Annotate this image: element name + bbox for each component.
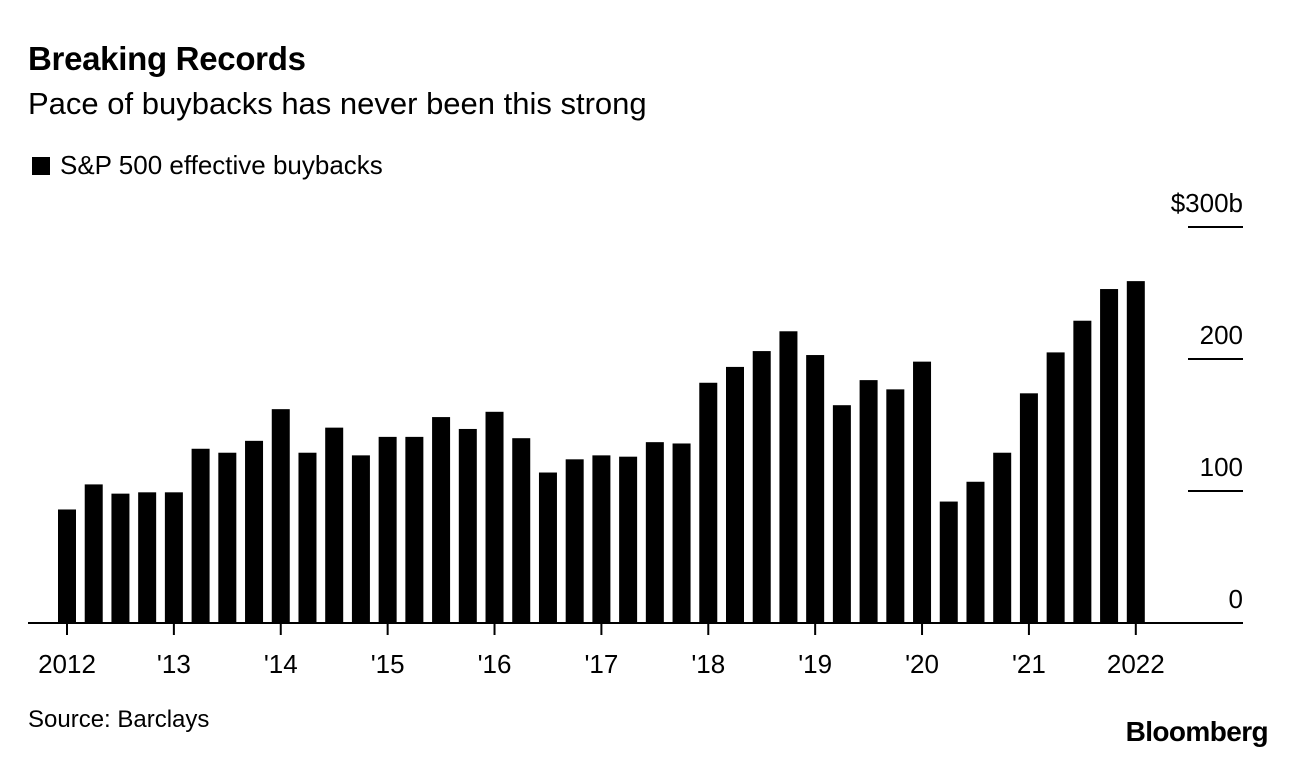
- bar: [1019, 393, 1038, 623]
- bar: [1073, 320, 1092, 623]
- bar: [913, 361, 932, 623]
- bar: [886, 389, 905, 623]
- bar: [538, 472, 557, 623]
- chart-subtitle: Pace of buybacks has never been this str…: [28, 86, 647, 121]
- source-note: Source: Barclays: [28, 706, 210, 733]
- bar: [966, 481, 985, 623]
- bar: [859, 380, 878, 623]
- bar-chart: 0 100 200 $300b 2012 '13 '14 '15 '16 '17 '18 '19 '20…: [28, 188, 1243, 679]
- bar: [458, 428, 477, 623]
- bar: [245, 440, 264, 623]
- bar: [1100, 289, 1119, 623]
- bar: [1046, 352, 1065, 623]
- bar: [512, 438, 531, 623]
- bar: [298, 452, 317, 623]
- legend-swatch: [32, 156, 50, 175]
- bar: [1126, 281, 1145, 623]
- x-tick-label: '16: [478, 649, 512, 679]
- bar: [378, 436, 397, 623]
- bar: [752, 351, 771, 623]
- x-tick-label: 2012: [38, 649, 96, 679]
- bar: [645, 442, 664, 623]
- legend: S&P 500 effective buybacks: [32, 150, 383, 181]
- bar: [432, 417, 451, 623]
- bar: [191, 448, 210, 623]
- y-tick-label: $300b: [1171, 188, 1243, 218]
- bar: [779, 331, 798, 623]
- x-tick-label: '15: [371, 649, 405, 679]
- bar: [325, 427, 344, 623]
- bar: [726, 366, 744, 623]
- legend-label: S&P 500 effective buybacks: [60, 150, 383, 180]
- x-tick-label: '18: [691, 649, 725, 679]
- bar: [485, 411, 504, 623]
- bar: [699, 382, 718, 623]
- bar: [939, 501, 958, 623]
- y-tick-label: 200: [1200, 320, 1243, 350]
- bar: [993, 452, 1012, 623]
- bar: [565, 459, 584, 623]
- bar: [111, 493, 130, 623]
- bar: [405, 436, 424, 623]
- x-tick-label: '19: [798, 649, 832, 679]
- bar: [164, 492, 183, 623]
- y-tick-label: 0: [1229, 584, 1243, 614]
- bar: [84, 484, 103, 623]
- x-tick-label: 2022: [1107, 649, 1165, 679]
- bar: [58, 509, 76, 623]
- y-tick-label: 100: [1200, 452, 1243, 482]
- x-tick-label: '21: [1012, 649, 1046, 679]
- bar: [271, 409, 290, 623]
- bloomberg-logo: Bloomberg: [1125, 716, 1269, 747]
- chart-title: Breaking Records: [28, 40, 306, 77]
- bar: [672, 443, 691, 623]
- bar: [592, 455, 611, 623]
- bar: [832, 405, 851, 623]
- x-tick-label: '17: [584, 649, 618, 679]
- bar: [351, 455, 370, 623]
- bar: [806, 355, 825, 623]
- bar: [138, 492, 157, 623]
- x-tick-label: '14: [264, 649, 298, 679]
- bar: [218, 452, 237, 623]
- x-tick-label: '13: [157, 649, 191, 679]
- x-tick-label: '20: [905, 649, 939, 679]
- bar: [619, 456, 638, 623]
